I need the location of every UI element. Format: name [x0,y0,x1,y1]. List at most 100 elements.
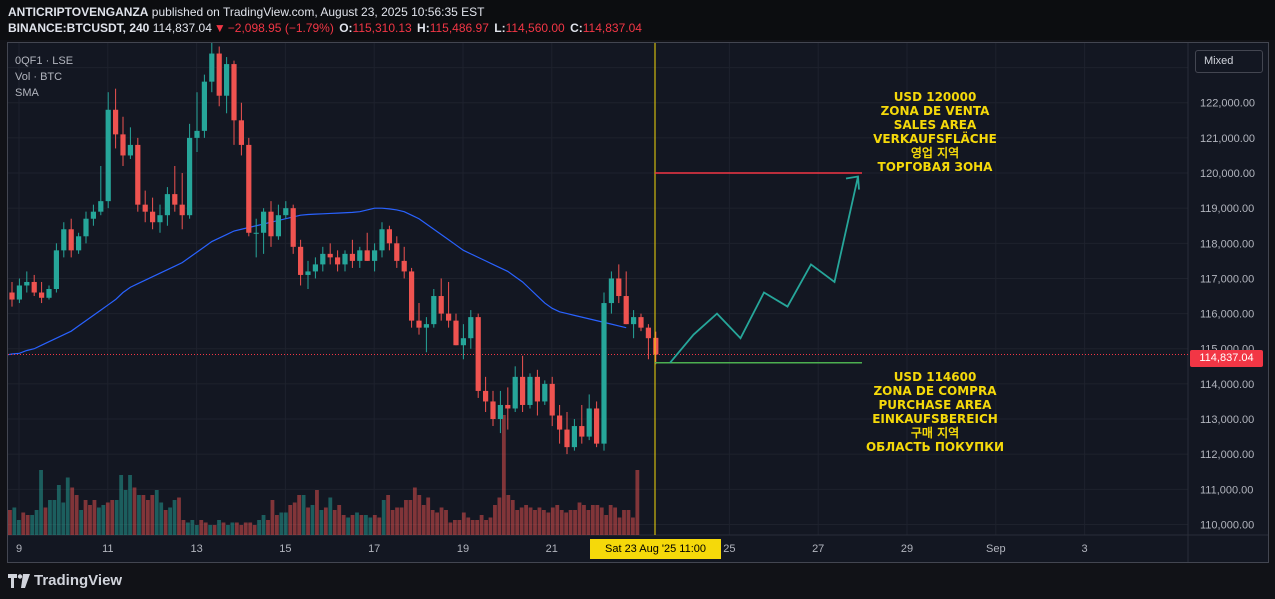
candle [83,218,89,237]
volume-bar [12,507,17,535]
candle [623,296,629,325]
sell-zone-annotation[interactable]: USD 120000 ZONA DE VENTA SALES AREA VERK… [860,90,1010,174]
volume-bar [546,512,551,535]
open-label: O: [339,21,353,35]
author-name[interactable]: ANTICRIPTOVENGANZA [8,5,149,19]
volume-bar [604,515,609,535]
volume-bar [172,500,177,535]
candle [253,232,259,234]
candle [320,253,326,265]
scale-mode-button[interactable]: Mixed [1195,50,1263,73]
volume-bar [319,510,324,535]
volume-bar [252,525,257,535]
volume-bar [430,510,435,535]
candle [142,204,148,212]
volume-bar [559,510,564,535]
candle [305,271,311,275]
candle [120,134,126,156]
symbol-label[interactable]: BINANCE:BTCUSDT, 240 [8,21,150,35]
candle [201,81,207,131]
legend-item-sma[interactable]: SMA [15,87,39,99]
buy-zone-annotation[interactable]: USD 114600 ZONA DE COMPRA PURCHASE AREA … [860,370,1010,454]
volume-bar [635,470,640,535]
candle [505,404,511,409]
candle [542,383,548,402]
candle [401,260,407,272]
volume-bar [435,512,439,535]
price-tick-label: 121,000.00 [1200,133,1255,145]
volume-bar [56,485,61,535]
time-tick-label: 25 [723,543,735,555]
high-value: 115,486.97 [429,21,489,35]
volume-bar [88,505,92,535]
candle [150,211,156,223]
legend-item-volume[interactable]: Vol · BTC [15,71,63,83]
candle [209,53,215,82]
volume-bar [297,495,302,535]
candle [579,426,585,437]
volume-bar [470,520,475,535]
candle [238,120,244,145]
volume-bar [177,497,181,535]
current-price-tag: 114,837.04 [1190,350,1263,367]
projection-arrow-head [845,175,860,190]
volume-bar [493,505,497,535]
volume-bar [550,507,555,535]
volume-bar [622,510,626,535]
candle [76,236,82,251]
volume-bar [97,507,101,535]
volume-bar [110,500,115,535]
sell-annotation-line: USD 120000 [893,90,977,104]
sma-line [7,207,627,356]
volume-bar [341,515,346,535]
volume-bar [150,495,155,535]
candle [179,204,185,216]
last-price: 114,837.04 [152,21,212,35]
legend-item-symbol[interactable]: 0QF1 · LSE [15,55,74,67]
volume-bar [599,507,604,535]
sell-annotation-line: VERKAUFSFLÄCHE [873,132,997,146]
time-tick-label: 29 [901,543,913,555]
volume-bar [453,520,457,535]
volume-bar [542,510,546,535]
volume-bar [417,495,422,535]
candle [423,324,429,328]
volume-bar [266,520,270,535]
tradingview-footer[interactable]: TradingView [8,572,122,589]
candle [386,229,392,244]
candle [438,296,444,314]
candle [394,243,400,261]
volume-bar [510,500,515,535]
time-tick-label: 17 [368,543,380,555]
price-tick-label: 113,000.00 [1200,414,1254,426]
candle [497,404,503,420]
candle [460,338,466,346]
volume-bar [381,500,386,535]
volume-bar [421,505,426,535]
price-tick-label: 111,000.00 [1200,484,1253,496]
volume-bar [617,517,622,535]
volume-bar [163,510,168,535]
volume-bar [288,505,293,535]
candle [468,317,474,339]
time-tick-label: 13 [190,543,202,555]
candle [638,317,644,328]
volume-bar [537,507,542,535]
candle [512,376,518,409]
candle [475,317,481,391]
volume-bar [368,517,373,535]
candle [571,426,577,448]
volume-bar [439,507,444,535]
volume-bar [466,517,471,535]
volume-bar [404,500,408,535]
volume-bar [488,517,493,535]
volume-bar [448,522,453,535]
candle [364,250,370,261]
candle [490,401,496,420]
volume-bar [137,495,141,535]
price-tick-label: 110,000.00 [1200,519,1254,531]
volume-bar [239,525,244,535]
price-tick-label: 117,000.00 [1200,273,1254,285]
